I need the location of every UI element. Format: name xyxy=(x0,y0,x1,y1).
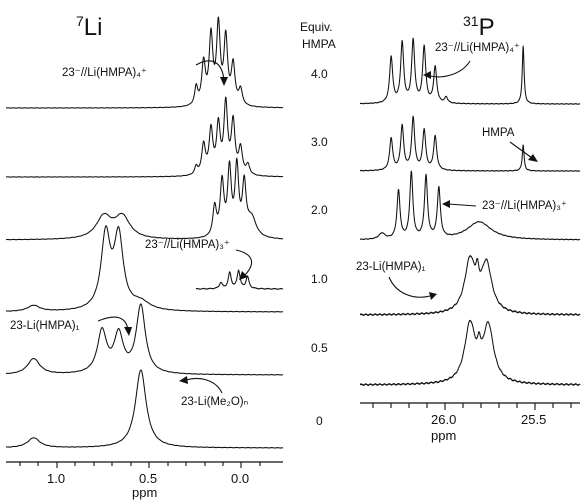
li-nucleus-title: 7Li xyxy=(76,13,102,41)
p-spectrum-trace xyxy=(359,319,581,386)
equiv-header-line1: Equiv. xyxy=(300,20,332,34)
p-nucleus-title: 31P xyxy=(463,13,495,41)
li-x-axis: 1.0 0.5 0.0 ppm xyxy=(6,461,283,500)
li-annot-ether-arrowhead xyxy=(179,376,188,384)
li-spectra xyxy=(5,16,284,449)
p-annot-tri: 23⁻//Li(HMPA)₃⁺ xyxy=(482,200,567,212)
p-annot-hmpa: HMPA xyxy=(482,127,515,139)
p-annot-mono-arrow xyxy=(388,276,431,298)
li-spectrum-trace xyxy=(5,157,284,241)
equiv-value: 4.0 xyxy=(311,67,328,81)
p-spectrum-trace xyxy=(359,170,581,241)
equiv-header-line2: HMPA xyxy=(302,37,336,51)
li-spectrum-trace xyxy=(5,96,284,178)
li-annot-tri-arrowhead xyxy=(239,271,248,280)
p-annot-tetra: 23⁻//Li(HMPA)₄⁺ xyxy=(435,42,520,54)
li-spectrum-trace xyxy=(5,369,284,449)
li-inset-trace xyxy=(195,269,284,290)
li-annot-ether-arrow xyxy=(185,377,223,394)
p-tick-label: 26.0 xyxy=(431,412,456,427)
p-spectrum-trace xyxy=(359,37,581,105)
li-annot-mono: 23-Li(HMPA)₁ xyxy=(10,320,80,332)
li-annot-ether: 23-Li(Me₂O)ₙ xyxy=(181,396,249,408)
li-annot-tetra-arrow xyxy=(195,60,225,81)
p-tick-label: 25.5 xyxy=(521,412,546,427)
li-spectrum-trace xyxy=(5,16,284,109)
li-axis-title: ppm xyxy=(132,485,157,500)
p-annot-tetra-arrow xyxy=(429,60,471,78)
p-annot-tetra-arrowhead xyxy=(423,71,431,79)
li-tick-label: 1.0 xyxy=(47,471,65,486)
equiv-value: 2.0 xyxy=(311,203,328,217)
equiv-value: 0.5 xyxy=(311,341,328,355)
p-annot-tri-arrowhead xyxy=(442,200,450,208)
p-x-axis: 26.0 25.5 ppm xyxy=(360,402,580,443)
equiv-value: 3.0 xyxy=(311,135,328,149)
li-tick-label: 0.0 xyxy=(231,471,249,486)
li-annot-tetra: 23⁻//Li(HMPA)₄⁺ xyxy=(62,67,147,79)
li-annot-mono-arrowhead xyxy=(124,327,132,336)
li-spectrum-trace xyxy=(5,303,284,376)
p-annot-hmpa-arrowhead xyxy=(528,154,538,162)
li-tick-label: 0.5 xyxy=(139,471,157,486)
p-symbol: P xyxy=(479,14,495,41)
li-mass-number: 7 xyxy=(76,13,84,29)
li-annot-tri-arrow xyxy=(235,249,253,277)
li-spectrum-trace xyxy=(5,225,284,313)
p-axis-title: ppm xyxy=(431,428,456,443)
p-mass-number: 31 xyxy=(463,13,479,29)
equiv-value: 0 xyxy=(316,414,323,428)
p-annot-mono-arrowhead xyxy=(429,292,437,300)
equiv-value: 1.0 xyxy=(311,272,328,286)
p-annot-tri-arrow xyxy=(447,203,477,207)
li-annot-tri: 23⁻//Li(HMPA)₃⁺ xyxy=(145,239,230,251)
p-spectrum-trace xyxy=(359,115,581,172)
p-annot-mono: 23-Li(HMPA)₁ xyxy=(356,261,426,273)
li-symbol: Li xyxy=(84,14,103,41)
p-spectra xyxy=(359,37,581,386)
li-annot-tetra-arrowhead xyxy=(220,77,228,86)
p-annot-hmpa-arrow xyxy=(509,141,533,159)
p-spectrum-trace xyxy=(359,255,581,317)
li-annot-mono-arrow xyxy=(97,316,129,331)
